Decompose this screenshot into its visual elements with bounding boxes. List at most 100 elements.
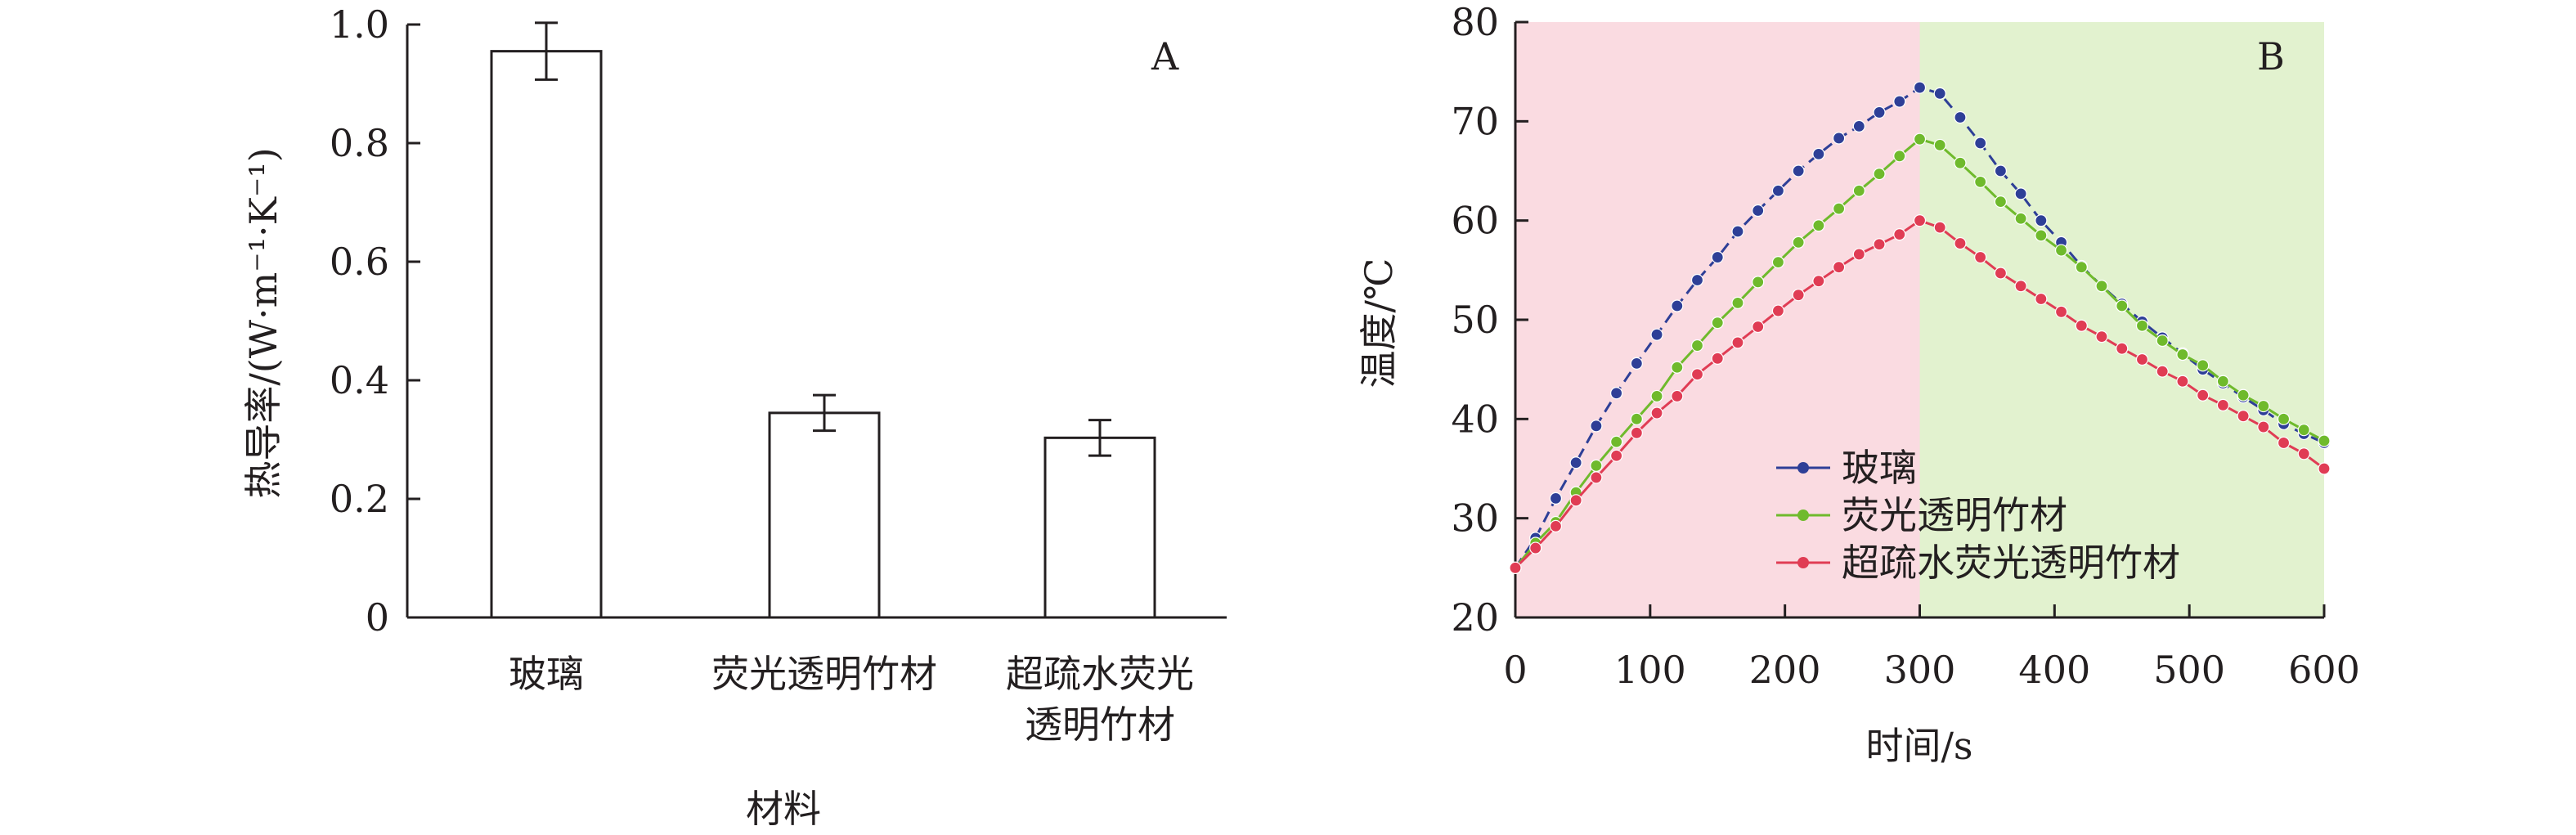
data-point (1771, 256, 1785, 269)
data-point (1650, 328, 1663, 341)
data-point (1771, 184, 1785, 197)
data-point (2277, 436, 2291, 450)
data-point (2014, 212, 2027, 225)
data-point (1812, 147, 1825, 160)
data-point (1852, 119, 1865, 132)
data-point (1671, 361, 1684, 374)
data-point (1812, 219, 1825, 232)
data-point (2176, 348, 2189, 361)
data-point (1711, 316, 1724, 330)
data-point (2156, 365, 2169, 378)
data-point (1893, 228, 1906, 241)
data-point (1690, 339, 1704, 352)
data-point (1771, 304, 1785, 317)
y-tick-label: 80 (1451, 0, 1499, 44)
data-point (2054, 305, 2068, 318)
data-point (1731, 296, 1744, 309)
background-region (1919, 22, 2324, 617)
data-point (1509, 561, 1522, 574)
y-tick-label: 60 (1451, 199, 1499, 243)
data-point (1873, 105, 1886, 119)
data-point (1954, 156, 1967, 169)
data-point (1954, 110, 1967, 124)
data-point (1933, 221, 1946, 234)
x-axis-label: 材料 (746, 787, 821, 831)
data-point (1792, 236, 1805, 249)
data-point (1529, 541, 1542, 554)
data-point (2035, 214, 2048, 227)
data-point (1590, 420, 1603, 433)
data-point (2135, 319, 2149, 332)
data-point (2156, 334, 2169, 348)
legend-marker (1797, 557, 1809, 568)
panel-label: B (2257, 34, 2285, 79)
data-point (2297, 424, 2310, 437)
data-point (1833, 132, 1846, 145)
data-point (2054, 244, 2068, 257)
x-tick-label: 500 (2153, 648, 2225, 692)
y-tick-label: 30 (1451, 496, 1499, 541)
x-tick-label: 200 (1749, 648, 1821, 692)
data-point (1812, 275, 1825, 288)
data-point (1671, 389, 1684, 403)
data-point (2197, 388, 2210, 402)
data-point (2257, 420, 2270, 433)
data-point (1833, 261, 1846, 274)
data-point (1873, 238, 1886, 251)
data-point (1873, 168, 1886, 181)
data-point (1752, 204, 1765, 218)
panel-label: A (1151, 34, 1179, 79)
data-point (1994, 164, 2007, 177)
x-tick-label: 400 (2018, 648, 2090, 692)
y-axis-label: 热导率/(W·m⁻¹·K⁻¹) (241, 147, 285, 498)
data-point (1630, 412, 1643, 425)
legend-label: 荧光透明竹材 (1842, 493, 2067, 537)
data-point (1630, 426, 1643, 439)
x-category-label: 超疏水荧光 (1006, 652, 1194, 696)
data-point (1974, 175, 1987, 188)
data-point (2095, 280, 2108, 293)
data-point (2095, 330, 2108, 343)
x-category-label: 荧光透明竹材 (711, 652, 937, 696)
data-point (1994, 195, 2007, 209)
data-point (1650, 406, 1663, 420)
data-point (2014, 280, 2027, 293)
data-point (1610, 449, 1623, 462)
data-point (2116, 299, 2129, 312)
data-point (1731, 336, 1744, 349)
data-point (2116, 342, 2129, 355)
data-point (2014, 187, 2027, 200)
data-point (2075, 261, 2088, 274)
legend-marker (1797, 510, 1809, 521)
data-point (1690, 368, 1704, 381)
data-point (1852, 184, 1865, 197)
data-point (1994, 267, 2007, 280)
data-point (1933, 138, 1946, 152)
y-axis-label: 温度/℃ (1357, 258, 1401, 388)
data-point (1610, 435, 1623, 448)
data-point (1954, 236, 1967, 250)
data-point (2197, 359, 2210, 372)
data-point (2216, 375, 2229, 388)
data-point (1711, 352, 1724, 365)
data-point (1590, 459, 1603, 472)
data-point (1933, 87, 1946, 100)
data-point (1549, 519, 1563, 532)
data-point (2135, 352, 2149, 366)
data-point (2035, 229, 2048, 242)
data-point (2277, 412, 2291, 425)
data-point (1974, 250, 1987, 264)
data-point (2318, 462, 2331, 475)
y-tick-label: 20 (1451, 595, 1499, 640)
x-category-label: 玻璃 (509, 652, 584, 696)
data-point (2318, 434, 2331, 447)
data-point (1569, 456, 1582, 469)
data-point (1913, 214, 1927, 227)
data-point (1974, 137, 1987, 150)
data-point (1913, 81, 1927, 94)
data-point (1792, 164, 1805, 177)
y-tick-label: 0.8 (330, 121, 389, 165)
data-point (2216, 398, 2229, 411)
legend-marker (1797, 462, 1809, 474)
